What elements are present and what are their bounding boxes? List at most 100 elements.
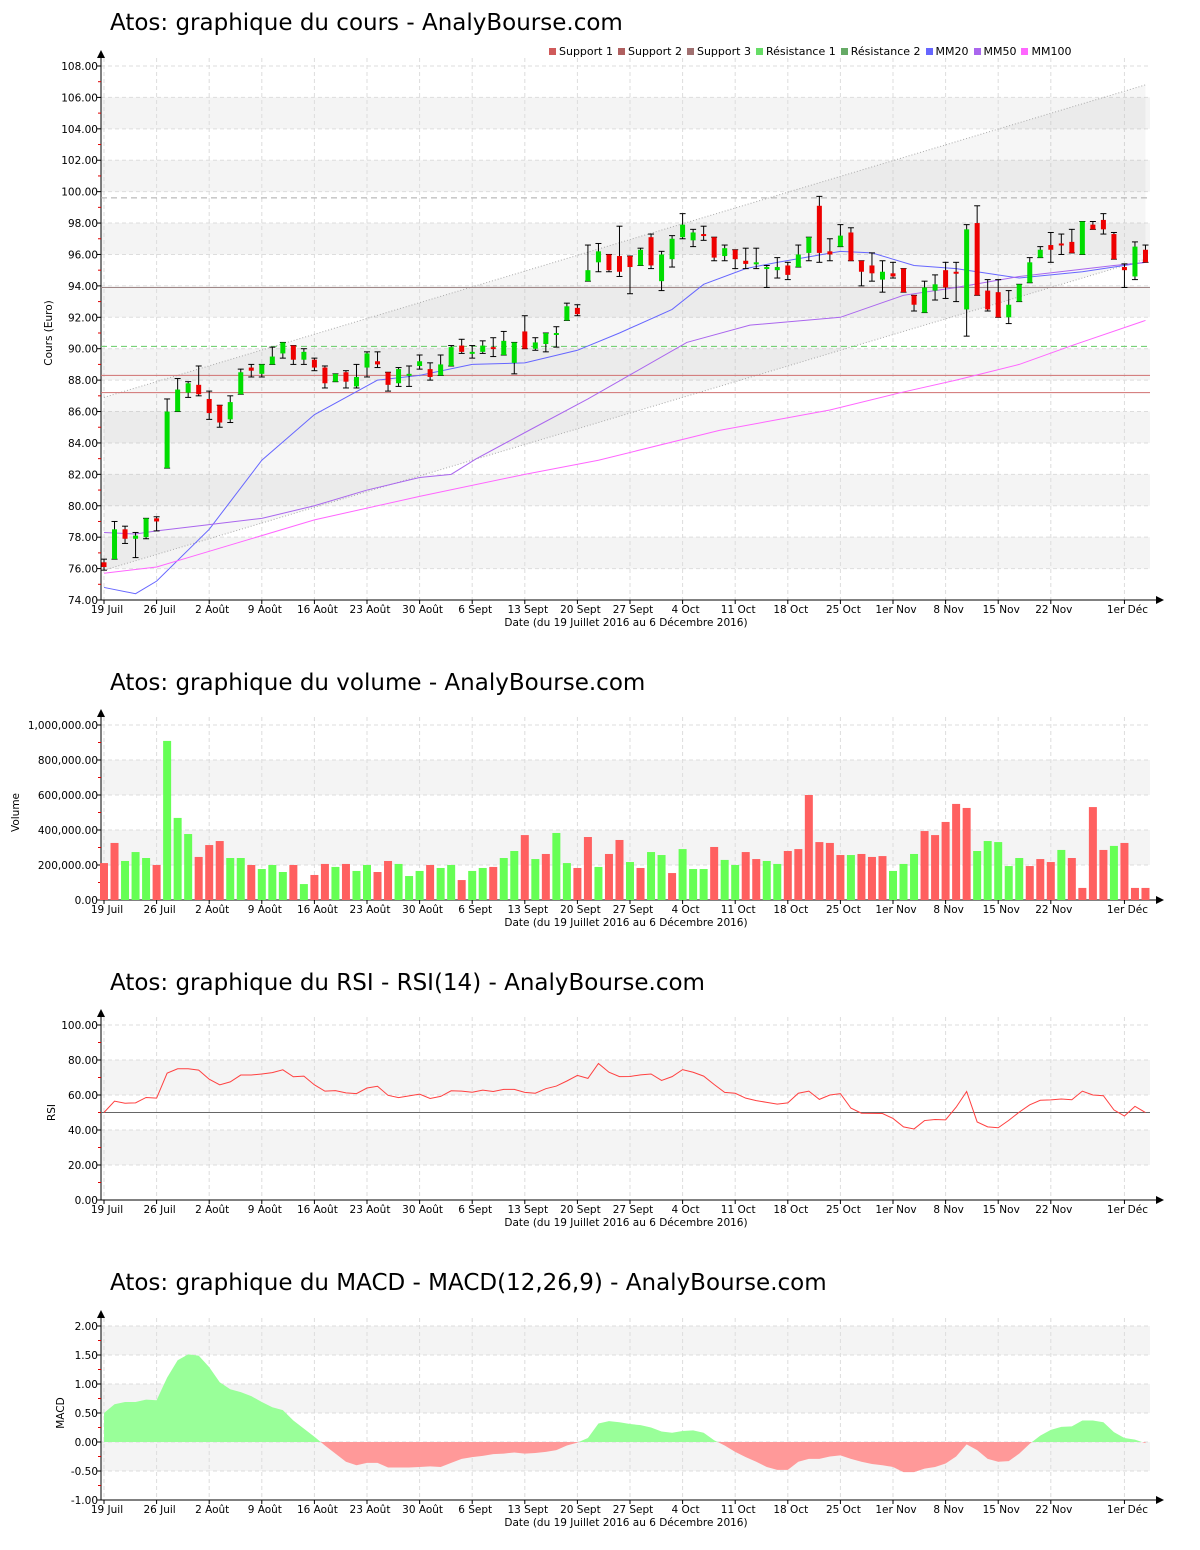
legend-label: Résistance 1 [765,45,836,58]
x-tick-label: 9 Août [248,904,282,916]
candle [1121,263,1128,288]
candle-body [375,361,381,365]
volume-bar [889,870,897,900]
y-tick-label: 76.00 [68,564,98,576]
candle [648,233,655,270]
x-tick-label: 30 Août [402,1504,443,1516]
candle-body [1090,224,1096,230]
volume-bar [215,841,224,900]
candle-body [953,271,959,274]
volume-bar [678,849,687,900]
candle-body [1132,246,1138,277]
volume-bar [867,856,876,900]
legend-swatch [1021,48,1029,55]
macd-chart-title: Atos: graphique du MACD - MACD(12,26,9) … [110,1270,827,1296]
candle-body [585,270,591,282]
candle-body [112,529,118,560]
candle [847,227,854,262]
x-axis-title: Date (du 19 Juillet 2016 au 6 Décembre 2… [504,1517,747,1529]
volume-bar [899,863,908,900]
volume-bar [1109,845,1118,900]
candle-body [795,254,801,268]
candle [995,279,1002,318]
x-tick-label: 30 Août [402,904,443,916]
candle [174,378,181,413]
x-axis-arrow-icon [1156,1196,1164,1204]
candle [805,236,812,262]
x-axis-title: Date (du 19 Juillet 2016 au 6 Décembre 2… [504,917,747,929]
legend-item: Support 3 [686,45,751,58]
x-tick-label: 16 Août [297,904,338,916]
candle [300,348,307,365]
candle [321,365,328,389]
candle [858,260,865,287]
candle [1131,241,1138,281]
volume-bar [331,866,340,900]
x-tick-label: 19 Juil [91,904,123,916]
x-tick-label: 27 Sept [613,604,654,616]
candle [364,351,370,378]
y-tick-label: 1.00 [75,1379,98,1391]
legend-item: MM50 [973,45,1016,58]
candle [427,362,434,381]
candle-body [595,251,601,263]
y-tick-label: 1.50 [75,1350,98,1362]
x-tick-label: 20 Sept [560,1504,601,1516]
y-tick-label: 98.00 [68,218,98,230]
volume-bar [920,831,929,900]
candle-body [1027,262,1033,283]
volume-bar [499,858,508,900]
candle-body [133,535,139,539]
candle-body [669,238,675,260]
background-band [101,160,1150,192]
volume-bar [804,795,813,900]
volume-bar [405,876,414,900]
x-tick-label: 20 Sept [560,904,601,916]
x-axis-arrow-icon [1156,1496,1164,1504]
candle [248,363,255,378]
candle-body [438,364,444,376]
rsi-chart-title: Atos: graphique du RSI - RSI(14) - Analy… [110,970,705,996]
candle-body [1058,243,1064,246]
candle [458,338,465,354]
candle [153,516,160,532]
volume-bar [194,856,203,900]
x-tick-label: 18 Oct [773,1204,808,1216]
volume-bar [762,860,771,900]
candle [1016,283,1023,303]
candle-body [785,265,791,275]
candle [448,345,455,367]
x-tick-label: 4 Oct [672,904,700,916]
candle [942,261,949,299]
volume-bar [773,863,782,900]
y-tick-label: 108.00 [61,61,98,73]
volume-bar [731,865,740,900]
candle [921,280,928,314]
candle-body [238,372,244,395]
candle [132,531,139,559]
candle-body [343,372,349,382]
x-tick-label: 15 Nov [983,1504,1020,1516]
volume-bar [1057,849,1066,900]
candle-body [659,254,665,282]
x-axis-arrow-icon [1156,896,1164,904]
candle [500,330,507,356]
y-tick-label: -1.00 [71,1495,98,1507]
candle-body [259,364,265,374]
y-axis-arrow-icon [97,1009,105,1017]
x-tick-label: 1er Nov [875,604,916,616]
volume-bar [857,853,866,900]
candle-body [1121,267,1127,271]
background-band [101,1060,1150,1095]
legend-swatch [973,48,981,55]
x-tick-label: 23 Août [350,1204,391,1216]
candle [616,225,623,277]
volume-bar [457,880,466,900]
volume-bar [289,865,298,900]
volume-bar [910,853,919,900]
x-axis-title: Date (du 19 Juillet 2016 au 6 Décembre 2… [504,617,747,629]
candle [374,351,381,369]
x-tick-label: 19 Juil [91,1504,123,1516]
candle [216,404,223,428]
candle [605,253,612,273]
